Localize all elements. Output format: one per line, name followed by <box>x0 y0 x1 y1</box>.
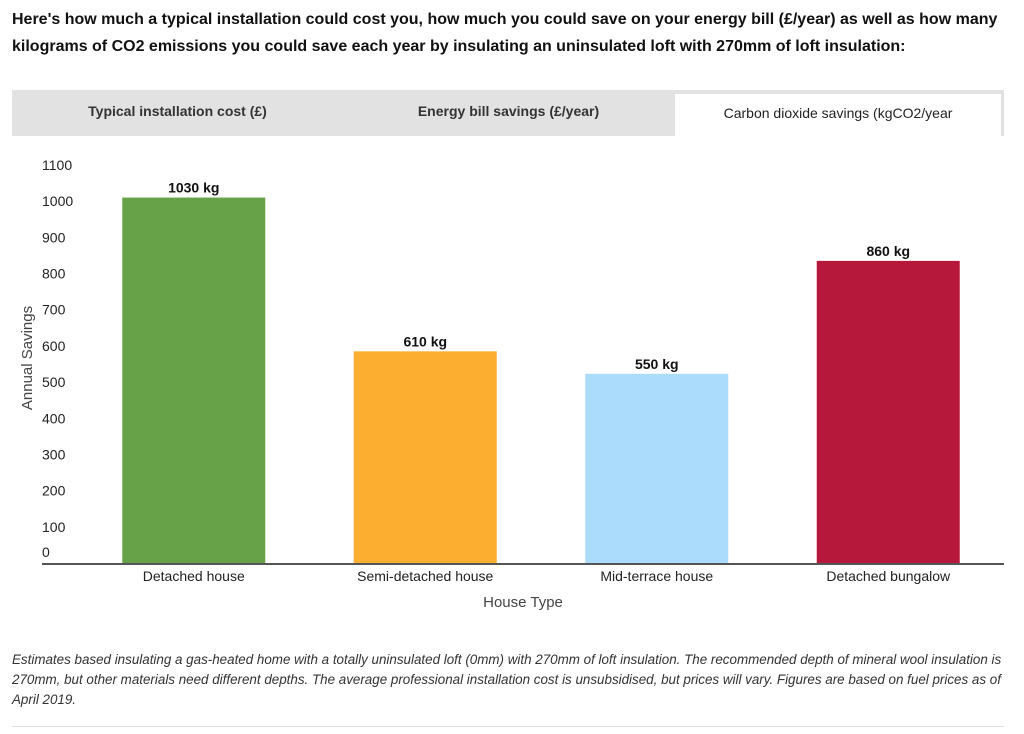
y-tick-label: 600 <box>42 338 66 354</box>
bar[interactable] <box>816 260 960 563</box>
y-tick-label: 900 <box>42 229 66 245</box>
y-tick-label: 200 <box>42 483 66 499</box>
x-tick-label: Detached bungalow <box>826 568 951 584</box>
y-tick-label: 400 <box>42 410 66 426</box>
tab-carbon-dioxide-savings[interactable]: Carbon dioxide savings (kgCO2/year <box>675 94 1001 136</box>
bar-chart: 0 100 200 300 400 500 600 700 800 900 1000 1100 103… <box>19 157 1004 611</box>
x-axis-title: House Type <box>483 594 563 611</box>
y-tick-label: 1000 <box>42 193 73 209</box>
bar[interactable] <box>122 197 266 563</box>
tab-energy-bill-savings[interactable]: Energy bill savings (£/year) <box>417 103 600 119</box>
chart-tabs: Typical installation cost (£) Energy bil… <box>12 90 1004 136</box>
y-tick-label: 700 <box>42 302 66 318</box>
footnote: Estimates based insulating a gas-heated … <box>12 652 1002 707</box>
y-axis-title: Annual Savings <box>19 306 36 410</box>
bar-data-label: 1030 kg <box>168 180 219 196</box>
y-tick-label: 800 <box>42 266 66 282</box>
x-tick-label: Mid-terrace house <box>600 568 713 584</box>
intro-text: Here's how much a typical installation c… <box>12 11 998 55</box>
bar[interactable] <box>353 351 497 563</box>
bar-data-label: 860 kg <box>866 243 910 259</box>
y-tick-label: 1100 <box>42 157 72 173</box>
bar-data-label: 550 kg <box>635 356 679 372</box>
y-tick-label: 0 <box>42 544 50 560</box>
divider <box>12 726 1004 727</box>
bar-data-label: 610 kg <box>403 333 447 349</box>
x-tick-label: Semi-detached house <box>357 568 493 584</box>
x-tick-label: Detached house <box>143 568 245 584</box>
y-tick-label: 500 <box>42 374 66 390</box>
y-tick-label: 100 <box>42 519 66 535</box>
y-tick-label: 300 <box>42 446 66 462</box>
tab-installation-cost[interactable]: Typical installation cost (£) <box>88 103 267 119</box>
bar[interactable] <box>585 373 729 563</box>
